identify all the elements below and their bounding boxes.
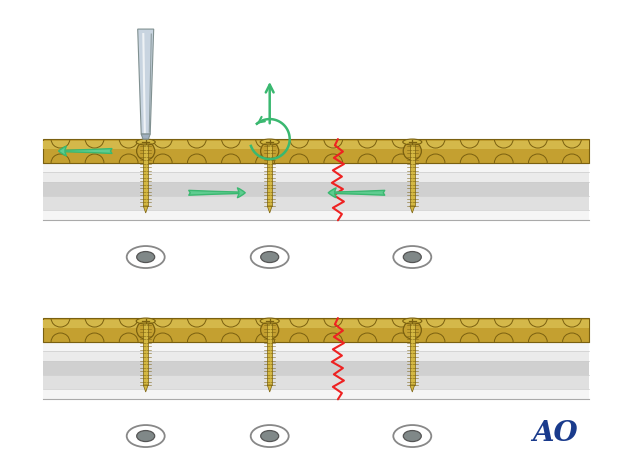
Bar (267, 143, 272, 206)
Ellipse shape (136, 139, 155, 145)
Bar (43, 172, 338, 182)
Bar (43, 141, 589, 149)
Ellipse shape (260, 431, 279, 442)
Circle shape (136, 142, 155, 160)
Ellipse shape (126, 425, 165, 447)
Ellipse shape (403, 431, 422, 442)
Ellipse shape (140, 140, 148, 142)
Bar (338, 362, 589, 375)
Bar (338, 389, 589, 399)
Bar (43, 342, 338, 351)
Ellipse shape (264, 319, 272, 321)
Text: AO: AO (532, 420, 578, 447)
Bar (143, 322, 148, 385)
Bar (267, 322, 272, 385)
Bar (410, 143, 415, 206)
Bar (43, 196, 338, 210)
Circle shape (403, 321, 422, 339)
Bar (43, 210, 338, 220)
Polygon shape (267, 385, 272, 392)
Bar (43, 351, 338, 362)
Ellipse shape (136, 431, 155, 442)
Bar (338, 182, 589, 196)
Polygon shape (143, 206, 148, 213)
Bar (410, 322, 415, 385)
Circle shape (403, 142, 422, 160)
Circle shape (136, 321, 155, 339)
Ellipse shape (136, 252, 155, 263)
Bar (43, 163, 338, 172)
Ellipse shape (264, 140, 272, 142)
Ellipse shape (406, 319, 415, 321)
Bar (43, 139, 589, 163)
Bar (338, 163, 589, 172)
Bar (338, 351, 589, 362)
Bar (338, 196, 589, 210)
Ellipse shape (250, 425, 289, 447)
Ellipse shape (126, 246, 165, 268)
Polygon shape (138, 29, 154, 134)
Ellipse shape (406, 140, 415, 142)
Polygon shape (143, 385, 148, 392)
Polygon shape (410, 385, 415, 392)
Bar (43, 389, 338, 399)
Bar (338, 172, 589, 182)
Bar (43, 362, 338, 375)
Ellipse shape (250, 246, 289, 268)
Ellipse shape (403, 252, 422, 263)
Bar (43, 182, 338, 196)
Bar (43, 320, 589, 328)
Ellipse shape (393, 425, 432, 447)
Polygon shape (267, 206, 272, 213)
Ellipse shape (403, 139, 422, 145)
Bar (338, 210, 589, 220)
Polygon shape (141, 134, 150, 139)
Circle shape (260, 321, 279, 339)
Bar (43, 318, 589, 342)
Circle shape (260, 142, 279, 160)
Bar (338, 342, 589, 351)
Bar (143, 143, 148, 206)
Bar (43, 375, 338, 389)
Ellipse shape (260, 252, 279, 263)
Ellipse shape (393, 246, 432, 268)
Polygon shape (410, 206, 415, 213)
Ellipse shape (260, 139, 279, 145)
Ellipse shape (136, 318, 155, 324)
Ellipse shape (260, 318, 279, 324)
Bar (338, 375, 589, 389)
Ellipse shape (140, 319, 148, 321)
Ellipse shape (403, 318, 422, 324)
